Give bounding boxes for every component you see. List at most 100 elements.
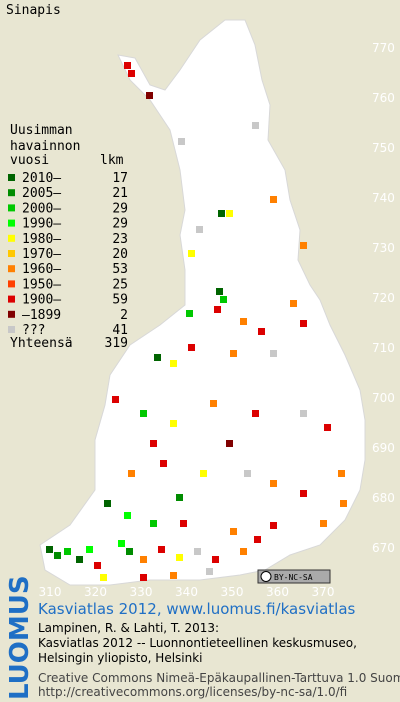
observation-dot <box>254 536 261 543</box>
observation-dot <box>94 562 101 569</box>
x-grid-label: 340 <box>175 585 198 599</box>
legend-label: –1899 <box>22 308 61 323</box>
legend-swatch <box>8 280 15 288</box>
legend-count: 2 <box>120 308 128 323</box>
legend-col: vuosi <box>10 153 49 168</box>
observation-dot <box>54 552 61 559</box>
observation-dot <box>170 420 177 427</box>
legend-swatch <box>8 310 15 318</box>
legend-label: 2000– <box>22 201 61 216</box>
y-grid-label: 740 <box>372 191 395 205</box>
observation-dot <box>216 288 223 295</box>
observation-dot <box>220 296 227 303</box>
y-grid-label: 770 <box>372 41 395 55</box>
y-grid-label: 670 <box>372 541 395 555</box>
x-grid-label: 330 <box>130 585 153 599</box>
observation-dot <box>218 210 225 217</box>
x-grid-label: 370 <box>312 585 335 599</box>
observation-dot <box>150 520 157 527</box>
observation-dot <box>76 556 83 563</box>
y-grid-label: 690 <box>372 441 395 455</box>
credits-link[interactable]: Kasviatlas 2012, www.luomus.fi/kasviatla… <box>38 600 356 618</box>
legend-label: 1970– <box>22 247 61 262</box>
observation-dot <box>300 410 307 417</box>
observation-dot <box>300 242 307 249</box>
legend-count: 25 <box>112 277 128 292</box>
x-grid-label: 320 <box>84 585 107 599</box>
legend-count: 29 <box>112 217 128 232</box>
observation-dot <box>180 520 187 527</box>
observation-dot <box>176 494 183 501</box>
brand: LUOMUS <box>5 575 35 700</box>
y-grid-label: 730 <box>372 241 395 255</box>
title: Sinapis <box>6 3 61 18</box>
observation-dot <box>258 328 265 335</box>
y-grid-label: 760 <box>372 91 395 105</box>
legend-label: ??? <box>22 323 45 338</box>
citation: Kasviatlas 2012 -- Luonnontieteellinen k… <box>38 636 357 650</box>
observation-dots <box>46 62 347 581</box>
observation-dot <box>170 360 177 367</box>
legend-total-label: Yhteensä <box>10 336 73 351</box>
legend-count: 53 <box>112 262 128 277</box>
license-badge-text: BY-NC-SA <box>274 573 313 582</box>
observation-dot <box>188 250 195 257</box>
observation-dot <box>270 350 277 357</box>
observation-dot <box>244 470 251 477</box>
legend-label: 1960– <box>22 262 61 277</box>
legend-col: lkm <box>100 153 124 168</box>
observation-dot <box>160 460 167 467</box>
observation-dot <box>338 470 345 477</box>
observation-dot <box>300 490 307 497</box>
observation-dot <box>240 548 247 555</box>
observation-dot <box>154 354 161 361</box>
legend-count: 23 <box>112 232 128 247</box>
observation-dot <box>240 318 247 325</box>
observation-dot <box>196 226 203 233</box>
legend-count: 41 <box>112 323 128 338</box>
legend-heading: havainnon <box>10 139 80 154</box>
observation-dot <box>158 546 165 553</box>
x-grid-label: 360 <box>266 585 289 599</box>
observation-dot <box>214 306 221 313</box>
observation-dot <box>230 528 237 535</box>
citation: Helsingin yliopisto, Helsinki <box>38 651 203 665</box>
legend-label: 1990– <box>22 217 61 232</box>
legend-label: 2010– <box>22 171 61 186</box>
observation-dot <box>186 310 193 317</box>
license-text: Creative Commons Nimeä-Epäkaupallinen-Ta… <box>38 671 400 685</box>
legend-count: 21 <box>112 186 128 201</box>
x-grid-label: 350 <box>221 585 244 599</box>
observation-dot <box>170 572 177 579</box>
license-badge: BY-NC-SA <box>257 569 331 584</box>
x-grid-label: 310 <box>39 585 62 599</box>
observation-dot <box>124 62 131 69</box>
legend-count: 59 <box>112 293 128 308</box>
observation-dot <box>176 554 183 561</box>
observation-dot <box>300 320 307 327</box>
observation-dot <box>118 540 125 547</box>
observation-dot <box>104 500 111 507</box>
y-grid-label: 700 <box>372 391 395 405</box>
observation-dot <box>324 424 331 431</box>
observation-dot <box>150 440 157 447</box>
observation-dot <box>340 500 347 507</box>
y-grid-label: 680 <box>372 491 395 505</box>
observation-dot <box>140 410 147 417</box>
observation-dot <box>194 548 201 555</box>
legend-swatch <box>8 250 15 257</box>
legend-swatch <box>8 189 15 197</box>
legend-count: 20 <box>112 247 128 262</box>
observation-dot <box>270 522 277 529</box>
observation-dot <box>100 574 107 581</box>
observation-dot <box>112 396 119 403</box>
observation-dot <box>270 480 277 487</box>
legend-swatch <box>8 295 15 303</box>
legend-swatch <box>8 219 15 227</box>
legend-swatch <box>8 234 15 242</box>
observation-dot <box>178 138 185 145</box>
legend-swatch <box>8 204 15 212</box>
observation-dot <box>126 548 133 555</box>
observation-dot <box>270 196 277 203</box>
